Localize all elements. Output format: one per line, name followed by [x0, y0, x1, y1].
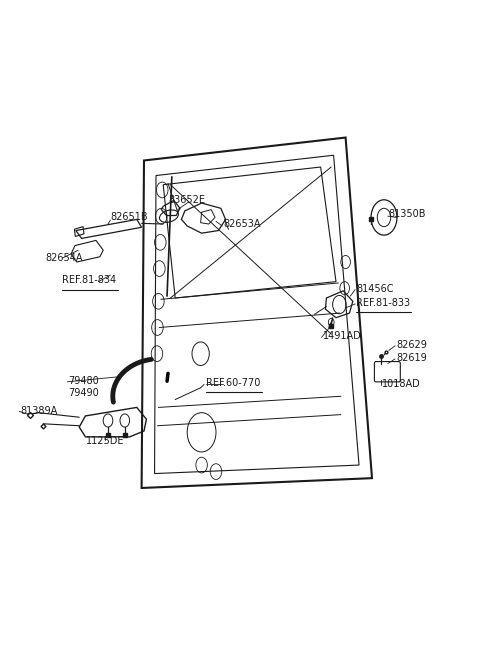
- Text: 79490: 79490: [68, 388, 99, 398]
- Text: 82629: 82629: [396, 340, 427, 350]
- Text: 82651B: 82651B: [110, 212, 148, 223]
- Text: 81350B: 81350B: [389, 209, 426, 219]
- Text: REF.81-834: REF.81-834: [62, 275, 117, 286]
- Text: 81456C: 81456C: [356, 284, 394, 294]
- Text: 82653A: 82653A: [223, 219, 261, 229]
- Text: 1018AD: 1018AD: [382, 379, 420, 390]
- Text: 79480: 79480: [68, 376, 99, 386]
- Text: 82654A: 82654A: [46, 253, 83, 263]
- Text: 1491AD: 1491AD: [323, 331, 361, 341]
- Text: REF.81-833: REF.81-833: [356, 297, 410, 308]
- Text: 81389A: 81389A: [21, 405, 58, 416]
- Text: REF.60-770: REF.60-770: [206, 378, 261, 388]
- Text: 1125DE: 1125DE: [86, 436, 125, 447]
- Text: 83652E: 83652E: [168, 195, 206, 205]
- Text: 82619: 82619: [396, 353, 427, 364]
